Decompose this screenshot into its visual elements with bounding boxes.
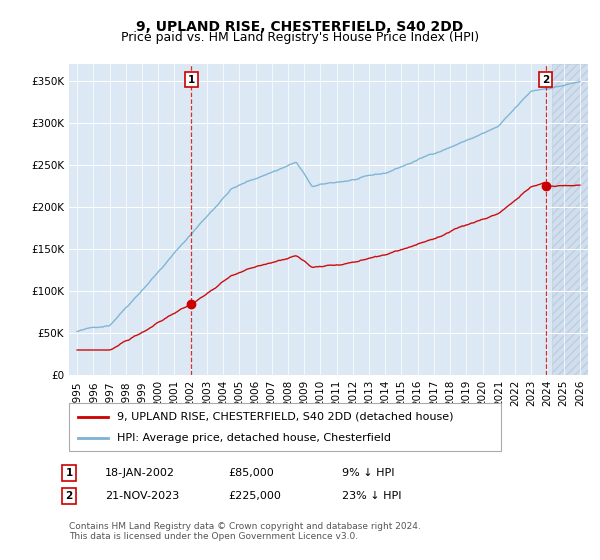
Bar: [553, 64, 588, 375]
Text: HPI: Average price, detached house, Chesterfield: HPI: Average price, detached house, Ches…: [116, 433, 391, 443]
Text: 21-NOV-2023: 21-NOV-2023: [105, 491, 179, 501]
FancyBboxPatch shape: [69, 403, 501, 451]
Text: 1: 1: [65, 468, 73, 478]
Text: £225,000: £225,000: [228, 491, 281, 501]
Text: 9, UPLAND RISE, CHESTERFIELD, S40 2DD: 9, UPLAND RISE, CHESTERFIELD, S40 2DD: [136, 20, 464, 34]
Text: Contains HM Land Registry data © Crown copyright and database right 2024.
This d: Contains HM Land Registry data © Crown c…: [69, 522, 421, 542]
Text: £85,000: £85,000: [228, 468, 274, 478]
Text: 2: 2: [65, 491, 73, 501]
Text: Price paid vs. HM Land Registry's House Price Index (HPI): Price paid vs. HM Land Registry's House …: [121, 31, 479, 44]
Text: 18-JAN-2002: 18-JAN-2002: [105, 468, 175, 478]
Text: 9% ↓ HPI: 9% ↓ HPI: [342, 468, 395, 478]
Text: 9, UPLAND RISE, CHESTERFIELD, S40 2DD (detached house): 9, UPLAND RISE, CHESTERFIELD, S40 2DD (d…: [116, 412, 453, 422]
Text: 2: 2: [542, 74, 550, 85]
Text: 1: 1: [188, 74, 195, 85]
Text: 23% ↓ HPI: 23% ↓ HPI: [342, 491, 401, 501]
